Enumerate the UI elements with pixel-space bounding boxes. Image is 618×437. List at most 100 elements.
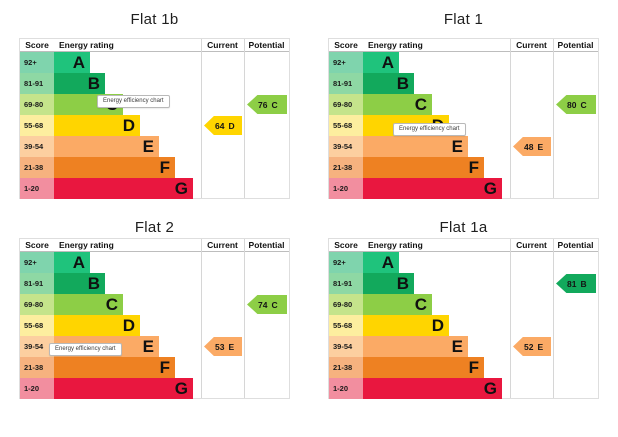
chart-title: Flat 2 — [134, 219, 175, 236]
energy-rating-column-header: Energy rating — [368, 240, 423, 250]
band-letter: D — [431, 316, 444, 335]
band-row-f: 21-38 F — [329, 157, 598, 178]
energy-rating-column-header: Energy rating — [59, 40, 114, 50]
current-rating-letter: E — [537, 141, 544, 152]
score-column-header: Score — [334, 40, 358, 50]
epc-chart: Flat 1b Score Energy rating Current Pote… — [19, 12, 290, 199]
band-letter: A — [72, 53, 85, 72]
current-column-divider — [201, 39, 202, 198]
energy-efficiency-chart-tooltip: Energy efficiency chart — [49, 343, 122, 356]
score-range-label: 21-38 — [329, 157, 363, 178]
band-bar-g: G — [363, 178, 502, 199]
band-letter: E — [451, 337, 463, 356]
band-letter: E — [451, 137, 463, 156]
band-row-b: 81-91 B — [20, 273, 289, 294]
current-column-header: Current — [516, 240, 547, 250]
energy-rating-table: Score Energy rating Current Potential 92… — [328, 38, 599, 199]
band-row-f: 21-38 F — [20, 357, 289, 378]
band-letter: F — [159, 358, 170, 377]
band-row-c: 69-80 C — [329, 94, 598, 115]
band-row-a: 92+ A — [329, 252, 598, 273]
band-bar-b: B — [54, 73, 105, 94]
band-letter: B — [87, 74, 100, 93]
epc-chart: Flat 1a Score Energy rating Current Pote… — [328, 220, 599, 399]
potential-rating-letter: C — [271, 99, 278, 110]
current-column-divider — [510, 239, 511, 398]
band-letter: C — [105, 295, 118, 314]
score-range-label: 55-68 — [20, 315, 54, 336]
band-letter: B — [396, 274, 409, 293]
score-range-label: 81-91 — [329, 73, 363, 94]
score-range-label: 21-38 — [20, 357, 54, 378]
band-bar-d: D — [363, 315, 449, 336]
potential-rating-score: 80 — [567, 99, 577, 110]
score-range-label: 39-54 — [329, 336, 363, 357]
epc-chart-cell: Flat 2 Score Energy rating Current Poten… — [0, 218, 309, 437]
band-bar-a: A — [363, 52, 399, 73]
score-range-label: 92+ — [329, 252, 363, 273]
score-range-label: 69-80 — [20, 294, 54, 315]
current-rating-score: 48 — [524, 141, 534, 152]
potential-rating-score: 81 — [567, 278, 577, 289]
band-row-e: 39-54 E — [329, 136, 598, 157]
band-row-g: 1-20 G — [329, 378, 598, 399]
potential-column-header: Potential — [557, 240, 594, 250]
current-rating-arrow: 64 D — [204, 116, 242, 135]
band-row-f: 21-38 F — [329, 357, 598, 378]
potential-rating-letter: B — [580, 278, 587, 289]
potential-column-header: Potential — [248, 40, 285, 50]
band-bar-f: F — [54, 357, 175, 378]
potential-column-divider — [244, 239, 245, 398]
band-bar-g: G — [54, 178, 193, 199]
band-row-a: 92+ A — [329, 52, 598, 73]
score-range-label: 92+ — [20, 252, 54, 273]
score-column-header: Score — [334, 240, 358, 250]
band-row-b: 81-91 B — [329, 73, 598, 94]
energy-efficiency-chart-tooltip: Energy efficiency chart — [393, 123, 466, 136]
current-rating-arrow: 52 E — [513, 337, 551, 356]
band-row-a: 92+ A — [20, 52, 289, 73]
band-letter: C — [414, 295, 427, 314]
band-bar-c: C — [54, 294, 123, 315]
score-range-label: 55-68 — [329, 315, 363, 336]
band-bar-c: C — [363, 294, 432, 315]
score-range-label: 21-38 — [329, 357, 363, 378]
band-bar-a: A — [54, 252, 90, 273]
table-header-row: Score Energy rating Current Potential — [329, 239, 598, 252]
band-letter: G — [483, 379, 497, 398]
current-rating-arrow: 53 E — [204, 337, 242, 356]
potential-rating-letter: C — [271, 299, 278, 310]
epc-chart: Flat 2 Score Energy rating Current Poten… — [19, 220, 290, 399]
band-letter: G — [483, 179, 497, 198]
band-letter: G — [174, 179, 188, 198]
energy-rating-table: Score Energy rating Current Potential 92… — [328, 238, 599, 399]
current-column-header: Current — [516, 40, 547, 50]
potential-column-divider — [244, 39, 245, 198]
energy-efficiency-chart-tooltip: Energy efficiency chart — [97, 95, 170, 108]
band-bar-f: F — [54, 157, 175, 178]
band-letter: C — [414, 95, 427, 114]
band-bar-f: F — [363, 357, 484, 378]
band-bar-d: D — [54, 315, 140, 336]
score-range-label: 92+ — [329, 52, 363, 73]
potential-rating-arrow: 81 B — [556, 274, 596, 293]
band-letter: A — [381, 253, 394, 272]
band-row-b: 81-91 B — [329, 273, 598, 294]
band-bar-g: G — [54, 378, 193, 399]
band-row-g: 1-20 G — [329, 178, 598, 199]
score-range-label: 92+ — [20, 52, 54, 73]
score-range-label: 69-80 — [329, 294, 363, 315]
energy-rating-column-header: Energy rating — [59, 240, 114, 250]
epc-chart-cell: Flat 1 Score Energy rating Current Poten… — [309, 0, 618, 218]
score-column-header: Score — [25, 240, 49, 250]
current-column-header: Current — [207, 240, 238, 250]
chart-title: Flat 1 — [443, 11, 484, 28]
band-bar-g: G — [363, 378, 502, 399]
band-letter: F — [468, 158, 479, 177]
score-range-label: 1-20 — [329, 178, 363, 199]
score-range-label: 81-91 — [20, 73, 54, 94]
band-row-f: 21-38 F — [20, 157, 289, 178]
